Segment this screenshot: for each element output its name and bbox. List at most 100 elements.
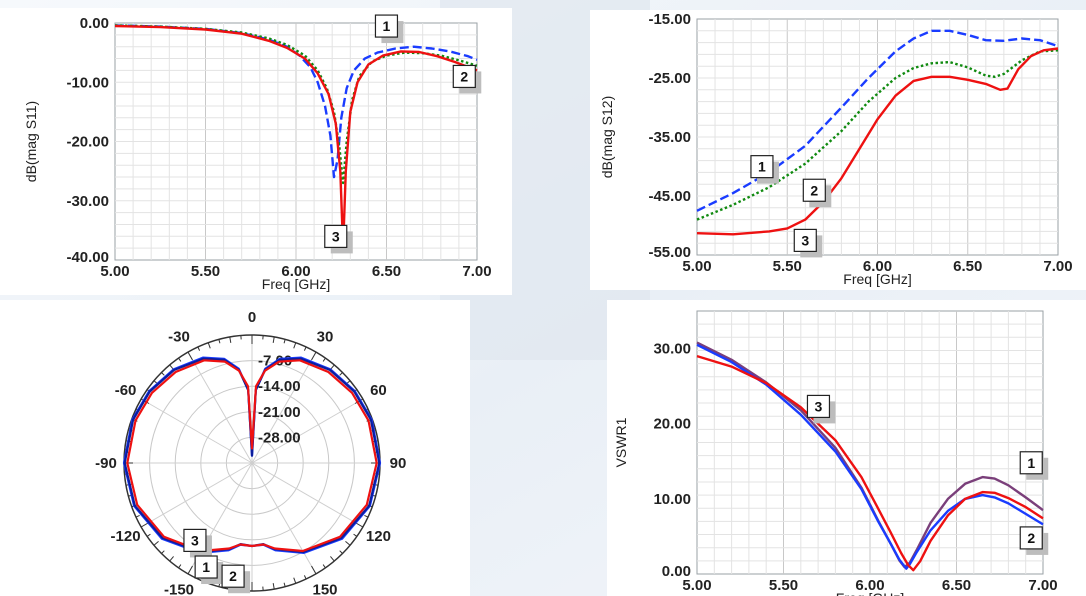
pattern-grid-spoke [251, 462, 317, 575]
pattern-angle-label: -90 [95, 455, 117, 472]
pattern-tick [229, 336, 232, 343]
pattern-tick [293, 577, 297, 584]
s11-marker-label: 1 [383, 18, 391, 34]
pattern-tick [178, 564, 182, 569]
pattern-tick [303, 346, 307, 351]
pattern-tick [364, 514, 369, 518]
pattern-tick [339, 550, 343, 554]
vswr-marker-box [1019, 526, 1043, 550]
s12-xtick-label: 5.00 [682, 258, 711, 275]
s12-ytick-label: -25.00 [648, 70, 691, 87]
vswr-x-axis-label: Freq [GHz] [836, 590, 904, 596]
pattern-marker-label: 1 [202, 559, 210, 575]
s12-marker-label: 1 [758, 159, 766, 175]
pattern-tick [293, 342, 297, 349]
s12-ytick-label: -35.00 [648, 129, 691, 146]
vswr-marker-label: 3 [815, 398, 823, 414]
pattern-tick [322, 564, 326, 569]
s12-series-2-line [696, 49, 1059, 221]
s11-series-3-line [114, 24, 478, 250]
pattern-tick [161, 550, 165, 554]
vswr-series-3-line [696, 354, 1044, 572]
pattern-tick [218, 339, 221, 344]
pattern-tick [330, 556, 335, 562]
pattern-series-3-line [126, 359, 378, 553]
s12-series-1-line [696, 29, 1059, 212]
pattern-tick [161, 372, 165, 376]
pattern-marker-label: 3 [191, 532, 199, 548]
pattern-marker-box [183, 528, 207, 552]
s11-marker-box [452, 64, 476, 89]
s12-ytick-label: -15.00 [648, 11, 691, 28]
s11-marker-label: 3 [332, 228, 340, 244]
pattern-tick [272, 583, 275, 590]
s11-xtick-label: 7.00 [462, 263, 491, 280]
vswr-marker-label: 2 [1027, 530, 1035, 546]
s12-marker-label: 3 [801, 232, 809, 248]
vswr-xtick-label: 5.50 [769, 577, 798, 594]
pattern-angle-label: -30 [168, 329, 190, 346]
s11-xtick-label: 6.50 [372, 263, 401, 280]
pattern-tick [197, 346, 201, 351]
pattern-marker-box [221, 564, 245, 588]
vswr-xtick-label: 6.00 [855, 577, 884, 594]
s11-ytick-label: 0.00 [80, 15, 109, 32]
pattern-tick [146, 533, 151, 537]
pattern-tick [345, 541, 351, 546]
s12-xtick-label: 6.50 [953, 258, 982, 275]
pattern-tick [311, 351, 317, 361]
pattern-tick [187, 351, 193, 361]
pattern-tick [311, 565, 317, 575]
pattern-tick [272, 336, 275, 343]
pattern-tick [169, 556, 174, 562]
s11-ytick-label: -40.00 [66, 249, 109, 266]
vswr-marker-label: 1 [1027, 455, 1035, 471]
pattern-angle-label: 150 [312, 581, 337, 596]
pattern-grid-spoke [251, 351, 317, 464]
pattern-grid-spoke [251, 462, 364, 528]
pattern-radial-label: -21.00 [258, 404, 301, 421]
vswr-xtick-label: 7.00 [1028, 577, 1057, 594]
s12-marker-box [802, 178, 826, 202]
s11-y-axis-label: dB(mag S11) [23, 101, 39, 182]
pattern-tick [283, 339, 286, 344]
s11-x-axis-label: Freq [GHz] [262, 276, 330, 292]
s12-ytick-label: -45.00 [648, 188, 691, 205]
vswr-marker-box [1019, 451, 1043, 475]
s11-xtick-label: 5.50 [191, 263, 220, 280]
pattern-tick [178, 357, 182, 362]
pattern-angle-label: 0 [248, 309, 256, 326]
pattern-grid-spoke [251, 398, 364, 464]
pattern-angle-label: -120 [111, 528, 141, 545]
pattern-marker-box [194, 555, 218, 579]
s11-ytick-label: -10.00 [66, 74, 109, 91]
s11-marker-label: 2 [460, 68, 468, 84]
s12-y-axis-label: dB(mag S12) [599, 96, 615, 178]
vswr-ytick-label: 0.00 [662, 563, 691, 580]
pattern-tick [135, 514, 140, 518]
s11-ytick-label: -30.00 [66, 193, 109, 210]
vswr-ytick-label: 20.00 [653, 416, 691, 433]
pattern-radial-label: -28.00 [258, 429, 301, 446]
s11-xtick-label: 6.00 [281, 263, 310, 280]
pattern-tick [207, 342, 211, 349]
s11-xtick-label: 5.00 [100, 263, 129, 280]
s11-marker-box [324, 224, 348, 249]
s11-marker-box [374, 14, 399, 38]
pattern-tick [339, 372, 343, 376]
pattern-tick [303, 575, 307, 580]
pattern-tick [353, 533, 358, 537]
pattern-grid-spoke [187, 351, 253, 464]
vswr-marker-box [806, 394, 831, 419]
pattern-tick [187, 565, 193, 575]
pattern-panel [0, 300, 470, 596]
s12-marker-box [793, 228, 817, 252]
s12-xtick-label: 5.50 [773, 258, 802, 275]
pattern-angle-label: 60 [370, 382, 387, 399]
s12-marker-label: 2 [810, 182, 818, 198]
s12-x-axis-label: Freq [GHz] [843, 271, 911, 287]
pattern-grid-spoke [140, 462, 253, 528]
vswr-ytick-label: 10.00 [653, 491, 691, 508]
pattern-angle-label: 30 [317, 329, 334, 346]
pattern-radial-label: -14.00 [258, 378, 301, 395]
